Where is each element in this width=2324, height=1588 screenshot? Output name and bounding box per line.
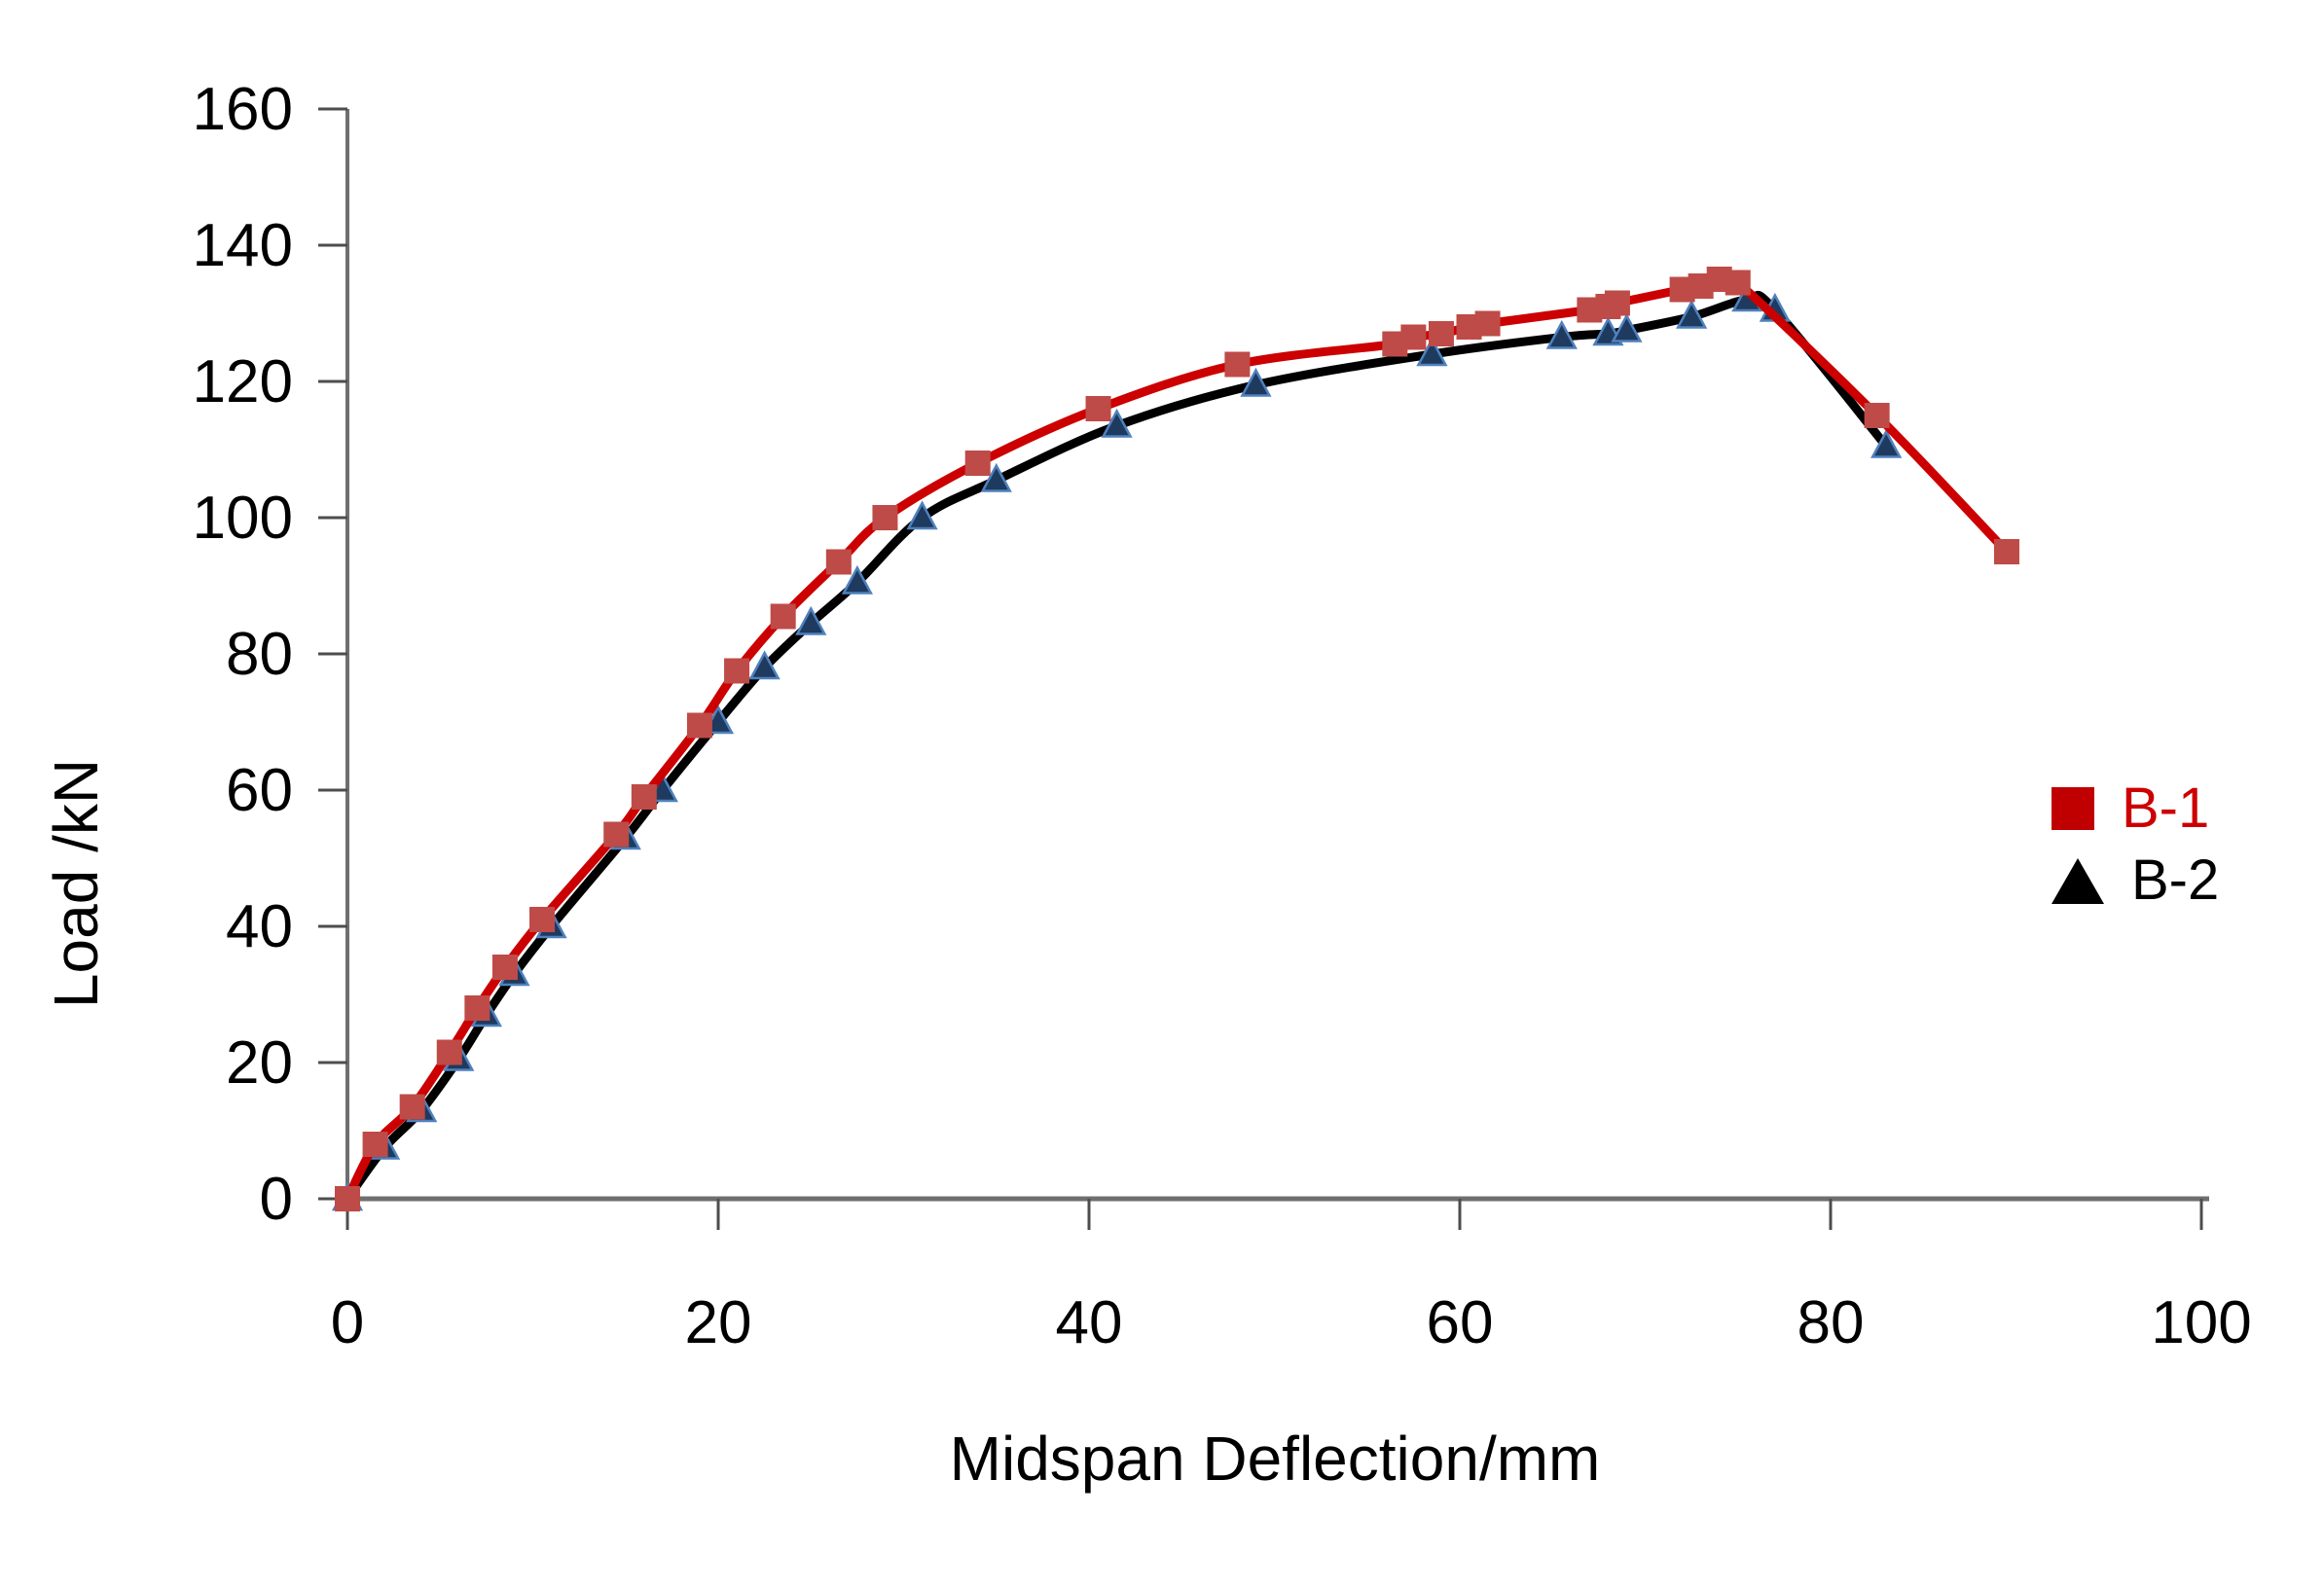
series-b1-point (825, 549, 852, 575)
legend-square-marker-icon (2052, 787, 2094, 830)
legend-item-b2: B-2 (2052, 852, 2219, 909)
series-b1-point (686, 712, 712, 739)
y-tick-label: 0 (260, 1166, 293, 1233)
series-b2-point (1545, 319, 1578, 349)
series-b2-point (1416, 337, 1448, 367)
series-b1-point (464, 995, 490, 1021)
series-b1-point (1085, 396, 1111, 421)
legend-label-b2: B-2 (2131, 848, 2220, 912)
y-tick-label: 100 (193, 485, 293, 552)
series-b2 (331, 282, 1903, 1211)
y-tick-label: 40 (226, 893, 293, 960)
series-b1-point (1428, 321, 1454, 346)
y-tick-label: 20 (226, 1029, 293, 1097)
series-b1-point (872, 505, 898, 530)
x-tick-label: 20 (685, 1289, 752, 1356)
y-tick-label: 60 (226, 757, 293, 824)
series-b2-point (1101, 408, 1133, 438)
x-tick-label: 80 (1797, 1289, 1865, 1356)
series-b1-point (1224, 351, 1251, 378)
series-b1-point (1993, 539, 2019, 564)
series-b1 (335, 267, 2019, 1211)
x-axis-title: Midspan Deflection/mm (949, 1424, 1601, 1494)
legend-triangle-marker-icon (2052, 857, 2104, 904)
series-b1-point (335, 1186, 360, 1211)
y-tick-label: 120 (193, 348, 293, 415)
series-b1-point (491, 955, 518, 980)
series-b1-point (770, 603, 796, 630)
series-b1-point (399, 1094, 425, 1120)
series-b2-point (1611, 312, 1643, 343)
series-b1-point (724, 658, 750, 684)
series-layer (331, 267, 2019, 1211)
y-tick-label: 140 (193, 212, 293, 279)
series-b2-point (1870, 428, 1903, 458)
series-b1-point (1474, 310, 1501, 337)
legend-label-b1: B-1 (2122, 776, 2210, 840)
series-b1-line (343, 267, 2012, 1204)
series-b2-point (1676, 299, 1708, 329)
series-b1-point (436, 1039, 462, 1065)
series-b2-point (906, 500, 938, 530)
series-b1-point (529, 907, 556, 932)
legend: B-1 B-2 (2052, 780, 2219, 909)
axes-layer: 0 20 40 60 80 100 120 140 160 0 20 40 60 80 100 (193, 76, 2252, 1356)
x-tick-label: 0 (331, 1289, 364, 1356)
x-tick-label: 60 (1427, 1289, 1494, 1356)
x-tick-label: 40 (1056, 1289, 1123, 1356)
series-b2-point (795, 605, 827, 635)
x-tick-label: 100 (2151, 1289, 2251, 1356)
y-axis-title: Load /kN (41, 758, 111, 1009)
series-b1-point (1864, 403, 1890, 428)
series-b1-point (362, 1132, 388, 1157)
series-b1-point (631, 784, 657, 810)
series-b1-point (1400, 324, 1427, 350)
series-b1-point (1604, 290, 1630, 316)
legend-item-b1: B-1 (2052, 780, 2219, 837)
series-b1-point (1725, 270, 1751, 296)
series-b2-point (1240, 367, 1272, 397)
series-b2-point (841, 564, 873, 595)
series-b2-point (980, 462, 1012, 492)
series-b1-point (603, 821, 630, 848)
y-tick-label: 160 (193, 76, 293, 143)
series-b1-point (964, 451, 991, 476)
y-tick-label: 80 (226, 621, 293, 688)
series-b2-point (748, 650, 781, 680)
